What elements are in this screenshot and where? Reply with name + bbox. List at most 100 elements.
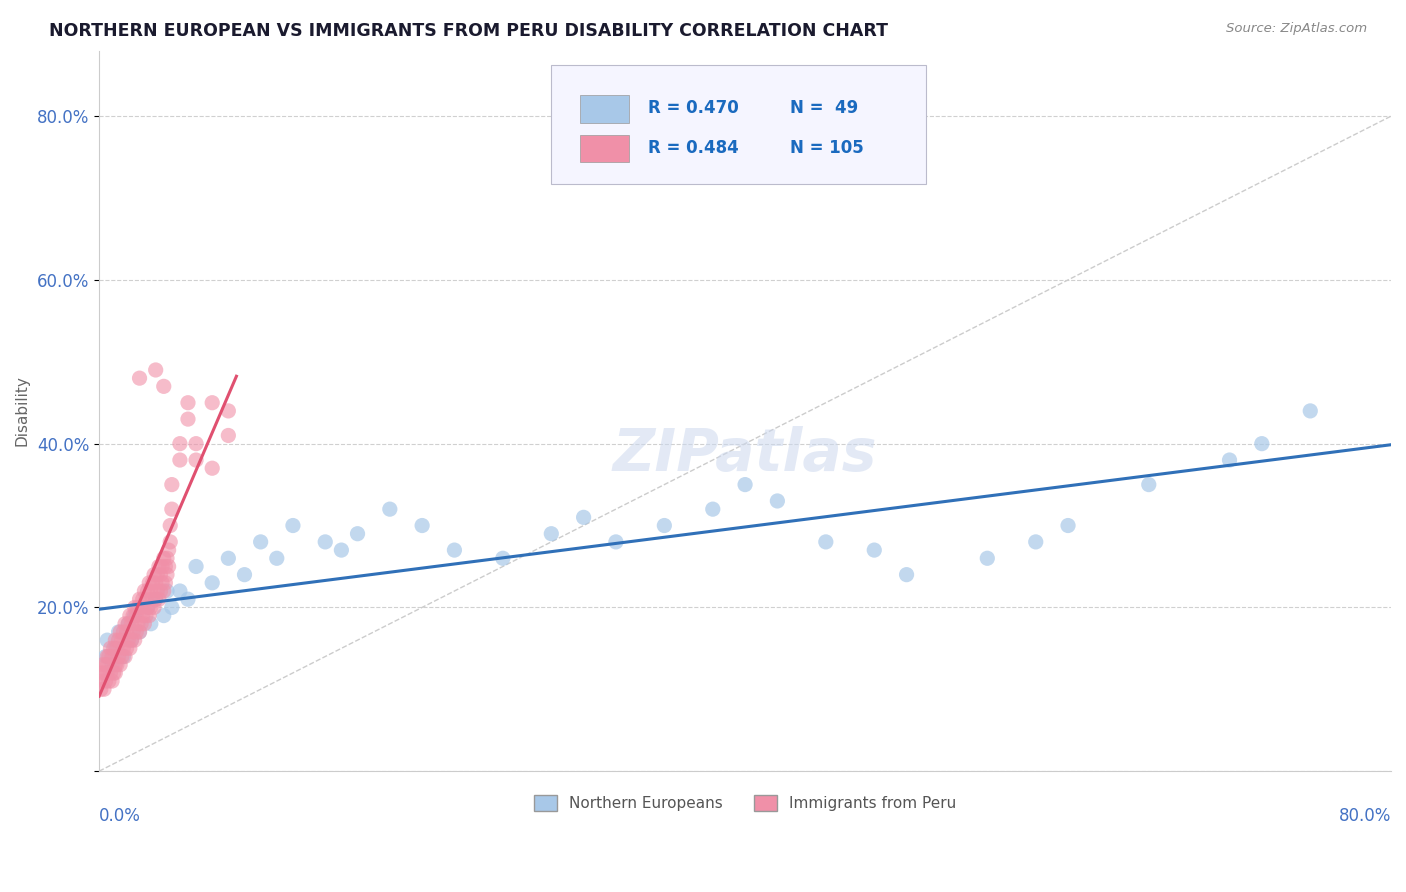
Point xyxy=(139,600,162,615)
Point xyxy=(217,551,239,566)
Point xyxy=(169,584,191,599)
Point xyxy=(1299,404,1322,418)
Point xyxy=(314,535,336,549)
Text: R = 0.484: R = 0.484 xyxy=(648,139,740,157)
Point xyxy=(125,624,148,639)
Point xyxy=(100,665,122,680)
Point xyxy=(152,379,174,393)
Point xyxy=(136,600,159,615)
Point xyxy=(132,592,155,607)
Point xyxy=(111,649,134,664)
Point xyxy=(233,567,256,582)
Point xyxy=(266,551,288,566)
Point xyxy=(121,633,143,648)
Point xyxy=(157,559,180,574)
Point xyxy=(124,608,146,623)
Point xyxy=(94,649,117,664)
Point xyxy=(135,608,157,623)
Point xyxy=(139,584,162,599)
Point xyxy=(152,551,174,566)
Point xyxy=(128,624,150,639)
Point xyxy=(150,559,173,574)
Point xyxy=(91,674,114,689)
Point xyxy=(141,575,163,590)
Point xyxy=(90,665,112,680)
Point xyxy=(96,657,118,672)
Point xyxy=(107,633,129,648)
Point xyxy=(1218,453,1240,467)
Y-axis label: Disability: Disability xyxy=(15,376,30,446)
FancyBboxPatch shape xyxy=(551,65,927,184)
Point xyxy=(572,510,595,524)
Point xyxy=(129,600,152,615)
Point xyxy=(976,551,998,566)
Point xyxy=(177,412,200,426)
Point xyxy=(103,665,125,680)
Point xyxy=(169,453,191,467)
Point xyxy=(138,608,160,623)
Point xyxy=(169,436,191,450)
Point xyxy=(94,674,117,689)
Point xyxy=(540,526,562,541)
Point xyxy=(107,649,129,664)
Point xyxy=(124,633,146,648)
Point xyxy=(124,600,146,615)
Point xyxy=(145,592,167,607)
Point xyxy=(1250,436,1272,450)
Point xyxy=(149,584,172,599)
Point xyxy=(122,624,145,639)
Point xyxy=(702,502,724,516)
Point xyxy=(217,404,239,418)
Text: Source: ZipAtlas.com: Source: ZipAtlas.com xyxy=(1226,22,1367,36)
Text: NORTHERN EUROPEAN VS IMMIGRANTS FROM PERU DISABILITY CORRELATION CHART: NORTHERN EUROPEAN VS IMMIGRANTS FROM PER… xyxy=(49,22,889,40)
Point xyxy=(107,624,129,639)
Point xyxy=(136,600,159,615)
Point xyxy=(148,592,170,607)
Point xyxy=(108,624,131,639)
Point xyxy=(114,616,136,631)
Text: N = 105: N = 105 xyxy=(790,139,865,157)
Point xyxy=(117,633,139,648)
Point xyxy=(156,551,179,566)
Point xyxy=(1025,535,1047,549)
Point xyxy=(104,641,127,656)
Point xyxy=(93,665,115,680)
Text: N =  49: N = 49 xyxy=(790,99,859,118)
Point xyxy=(90,682,112,697)
Point xyxy=(93,682,115,697)
Point xyxy=(112,649,135,664)
Point xyxy=(112,641,135,656)
Point xyxy=(108,657,131,672)
Point xyxy=(118,641,141,656)
Point xyxy=(155,559,177,574)
Point xyxy=(128,592,150,607)
Point xyxy=(97,649,120,664)
Text: ZIPatlas: ZIPatlas xyxy=(613,425,877,483)
Point xyxy=(330,543,353,558)
Point xyxy=(177,592,200,607)
Point xyxy=(122,608,145,623)
Point xyxy=(201,395,224,409)
Point xyxy=(128,371,150,385)
Point xyxy=(105,657,128,672)
Point xyxy=(141,592,163,607)
Point xyxy=(156,584,179,599)
Point xyxy=(115,624,138,639)
Point xyxy=(201,575,224,590)
Point xyxy=(101,649,124,664)
Legend: Northern Europeans, Immigrants from Peru: Northern Europeans, Immigrants from Peru xyxy=(529,789,962,818)
Point xyxy=(127,600,149,615)
Point xyxy=(734,477,756,491)
Point xyxy=(115,641,138,656)
Point xyxy=(152,608,174,623)
Point xyxy=(104,665,127,680)
Point xyxy=(127,616,149,631)
Point xyxy=(118,608,141,623)
Point xyxy=(134,584,156,599)
Point xyxy=(201,461,224,475)
Point xyxy=(129,616,152,631)
Point xyxy=(217,428,239,442)
Point xyxy=(145,592,167,607)
Point xyxy=(97,674,120,689)
Point xyxy=(814,535,837,549)
